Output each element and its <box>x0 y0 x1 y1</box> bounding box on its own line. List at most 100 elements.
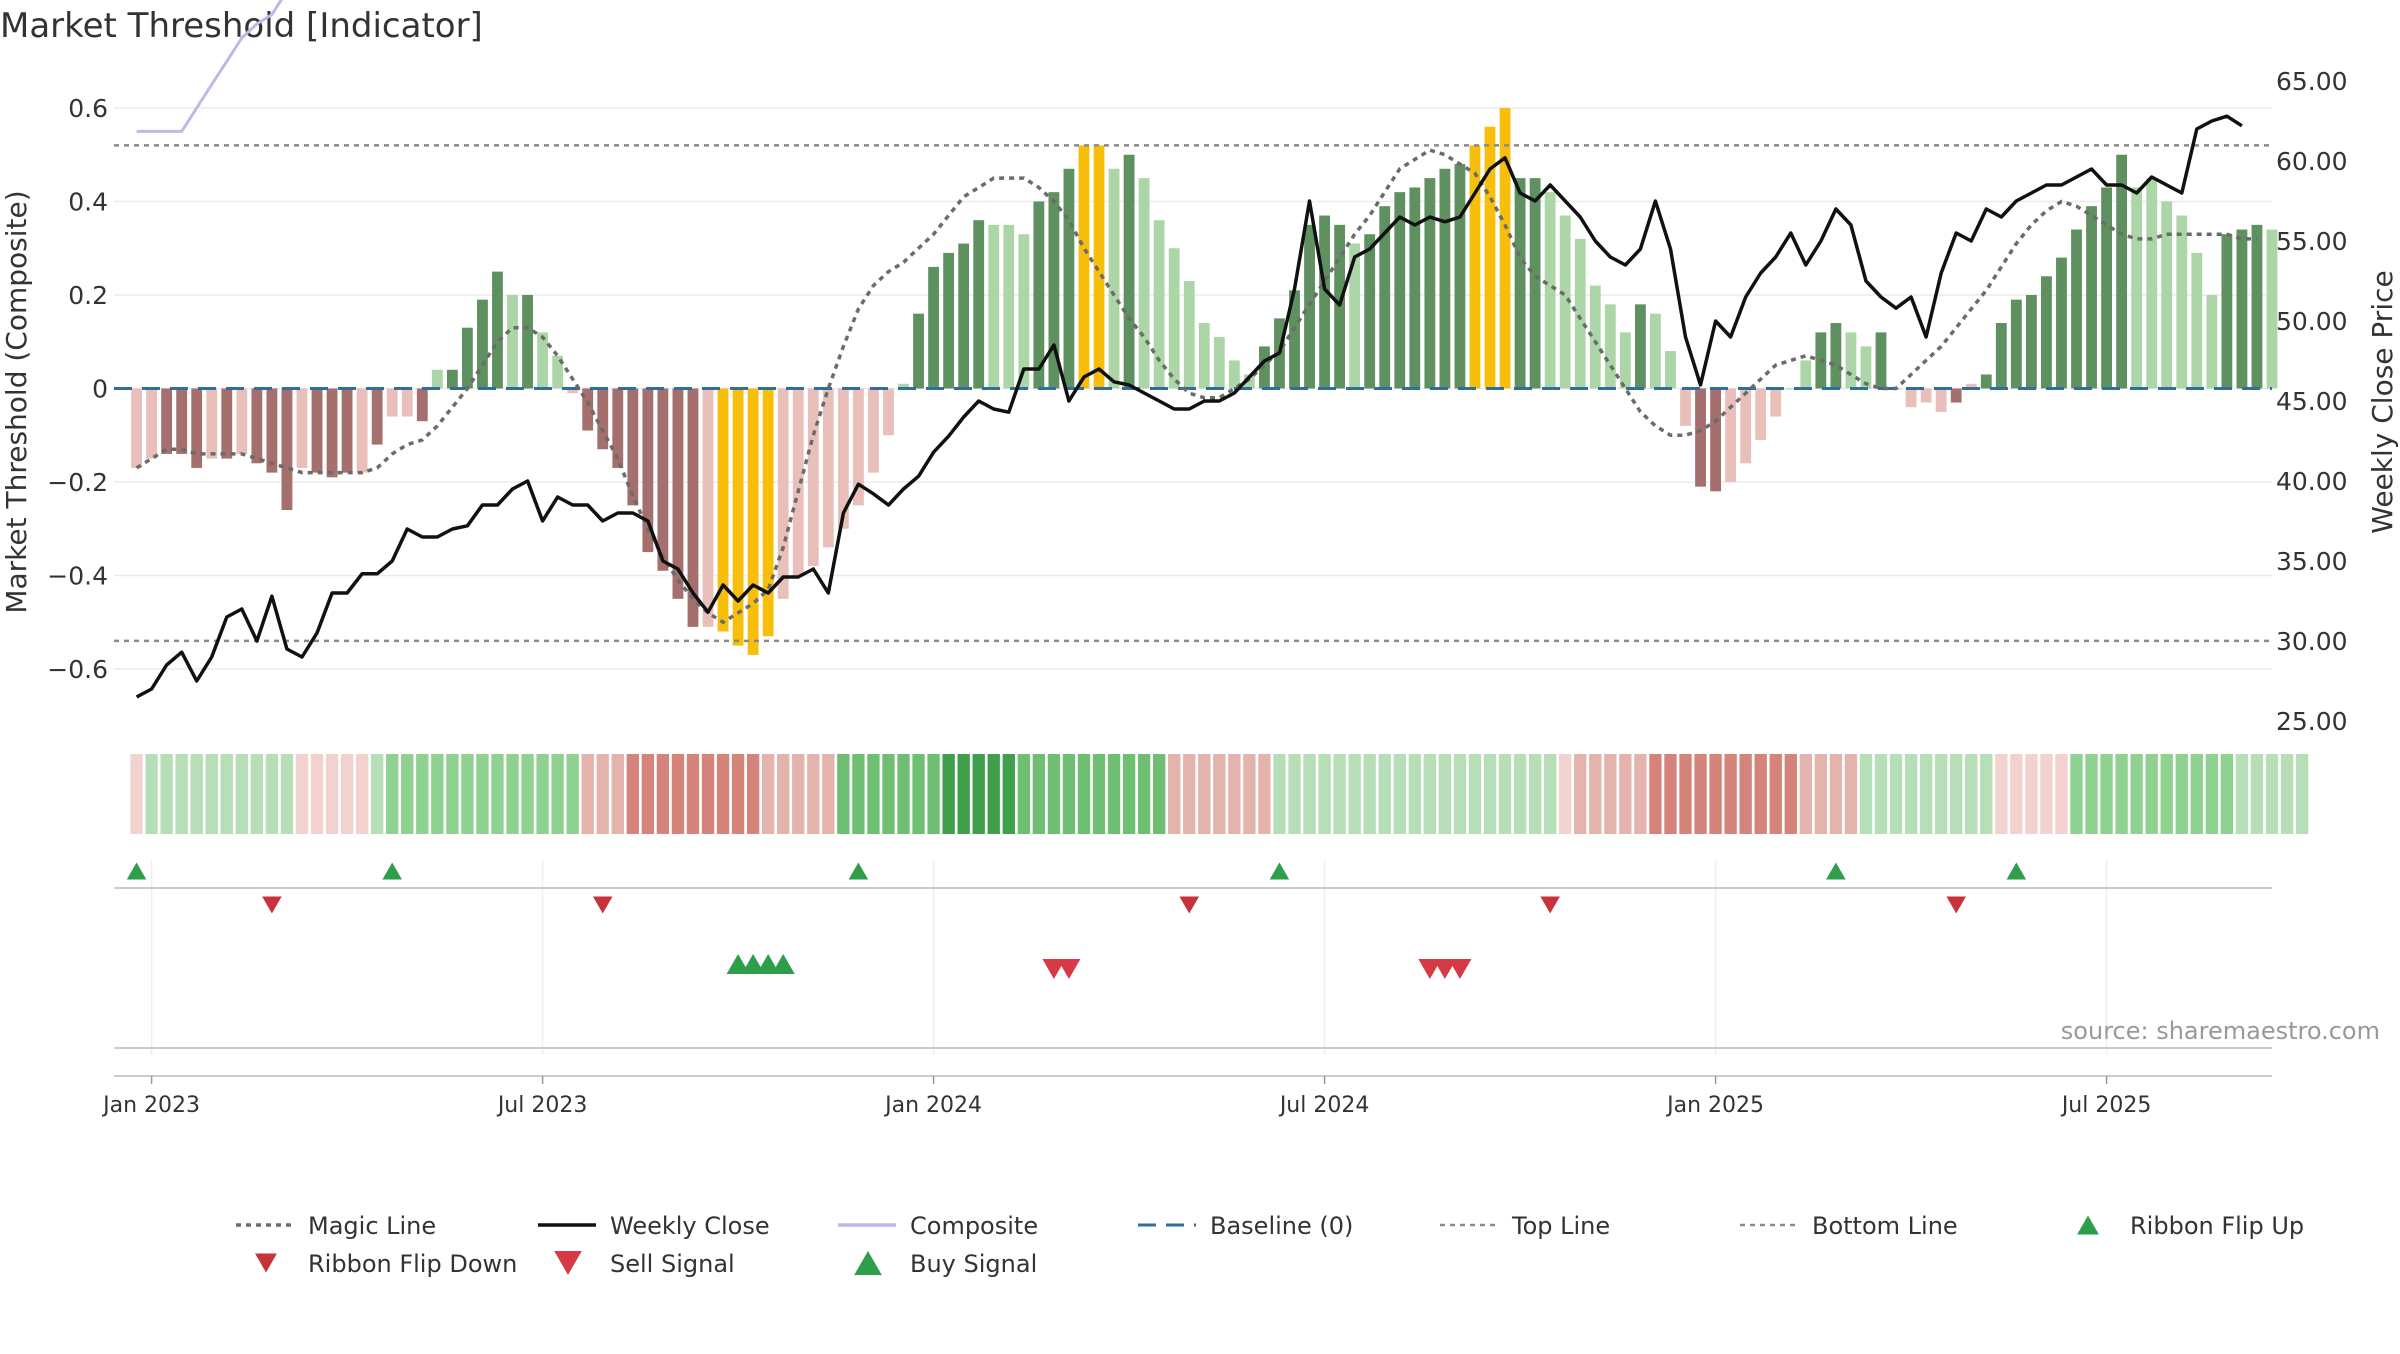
composite-bar <box>642 388 654 553</box>
legend-label: Weekly Close <box>610 1212 770 1240</box>
composite-bar <box>868 388 879 473</box>
ribbon-cell <box>566 754 579 834</box>
composite-bar <box>1349 243 1361 389</box>
composite-bar <box>1995 323 2007 389</box>
ribbon-cell <box>1649 754 1662 834</box>
ribbon-flip-down-marker <box>592 896 613 914</box>
composite-bar <box>837 388 849 529</box>
ribbon-cell <box>686 754 700 834</box>
legend-label: Magic Line <box>308 1212 436 1240</box>
ribbon-cell <box>1589 754 1602 834</box>
composite-bar <box>1138 178 1150 389</box>
ribbon-cell <box>130 754 143 834</box>
legend: Magic Line Weekly Close Composite Baseline … <box>236 1212 2304 1278</box>
ribbon-cell <box>1634 754 1647 834</box>
composite-bar <box>2236 229 2248 389</box>
legend-swatch <box>255 1253 277 1273</box>
legend-item-topline: Top Line <box>1440 1212 1610 1240</box>
ribbon-cell <box>1002 754 1015 834</box>
buy-signal-marker <box>756 954 780 974</box>
ribbon-cell <box>551 754 564 834</box>
ribbon-cell <box>2265 754 2279 834</box>
composite-bar <box>1003 224 1015 389</box>
composite-bar <box>1379 206 1391 389</box>
ribbon-cell <box>972 754 985 834</box>
y-tick-label-right: 25.00 <box>2276 707 2348 736</box>
series-lines <box>135 0 2257 699</box>
composite-bar <box>612 388 624 468</box>
ribbon-cell <box>1739 754 1752 834</box>
y-axis-label-right: Weekly Close Price <box>2366 270 2399 533</box>
ribbon-cell <box>2280 754 2294 834</box>
ribbon-cell <box>431 754 444 834</box>
composite-bar <box>1394 192 1406 389</box>
ribbon-cell <box>1348 754 1361 834</box>
ribbon-cell <box>1468 754 1482 834</box>
ribbon-flip-up-marker <box>2006 862 2027 880</box>
ribbon-cell <box>1619 754 1632 834</box>
ribbon-cell <box>205 754 218 834</box>
composite-bar <box>943 252 955 389</box>
composite-bar <box>2010 299 2022 389</box>
composite-bar <box>1770 388 1782 417</box>
sell-signal-marker <box>1448 959 1472 979</box>
composite-bar <box>206 388 218 459</box>
ribbon-cell <box>2160 754 2173 834</box>
ribbon-cell <box>1453 754 1467 834</box>
composite-bar <box>552 355 564 389</box>
y-tick-label-right: 30.00 <box>2276 627 2348 656</box>
y-tick-label-left: 0.2 <box>68 281 108 310</box>
composite-bar <box>1619 332 1631 389</box>
ribbon-cell <box>1874 754 1888 834</box>
magic-line <box>135 148 2257 625</box>
composite-bar <box>401 388 413 417</box>
ribbon-cell <box>1122 754 1136 834</box>
composite-bar <box>1589 285 1601 389</box>
ribbon-cell <box>1017 754 1030 834</box>
ribbon-cell <box>1950 754 1963 834</box>
ribbon-cell <box>867 754 880 834</box>
x-tick-label: Jul 2023 <box>496 1093 588 1118</box>
ribbon-cell <box>1769 754 1782 834</box>
composite-bar <box>2161 201 2173 389</box>
composite-bar <box>1499 108 1511 389</box>
composite-bar <box>1093 145 1105 389</box>
composite-bar <box>1484 126 1496 389</box>
composite-bar <box>732 388 744 646</box>
ribbon-cell <box>1213 754 1226 834</box>
composite-bar <box>236 388 248 454</box>
ribbon-flip-up-marker <box>382 862 402 880</box>
ribbon-cell <box>746 754 760 834</box>
legend-item-bottomline: Bottom Line <box>1740 1212 1958 1240</box>
composite-bar <box>1935 388 1947 412</box>
composite-bar <box>1905 388 1917 408</box>
ribbon-cell <box>1393 754 1406 834</box>
composite-bar <box>1439 168 1451 389</box>
composite-bar <box>2101 187 2112 389</box>
ribbon-cell <box>731 754 745 834</box>
composite-bar <box>1018 234 1030 389</box>
legend-label: Buy Signal <box>910 1250 1037 1278</box>
composite-bar <box>687 388 699 627</box>
axes: 0.6 0.4 0.2 0 −0.2 −0.4 −0.6 65.00 60.00 55.00 50.… <box>47 67 2347 736</box>
ribbon-cell <box>1333 754 1346 834</box>
y-tick-label-left: −0.6 <box>47 655 108 684</box>
y-tick-label-right: 50.00 <box>2276 307 2348 336</box>
composite-bar <box>777 388 789 599</box>
ribbon-cell <box>1363 754 1376 834</box>
composite-bar <box>146 388 158 459</box>
composite-bar <box>2146 178 2158 389</box>
ribbon-cell <box>1062 754 1076 834</box>
y-tick-label-right: 55.00 <box>2276 227 2348 256</box>
ribbon-cell <box>1273 754 1286 834</box>
ribbon-cell <box>1228 754 1241 834</box>
composite-bar <box>176 388 188 454</box>
ribbon-cell <box>1168 754 1181 834</box>
composite-bar <box>1228 360 1240 389</box>
ribbon-cell <box>1498 754 1512 834</box>
reference-lines <box>114 144 2272 643</box>
composite-bar <box>371 388 383 445</box>
composite-bar <box>1875 332 1887 389</box>
composite-bar <box>131 388 142 468</box>
ribbon-cell <box>2190 754 2203 834</box>
